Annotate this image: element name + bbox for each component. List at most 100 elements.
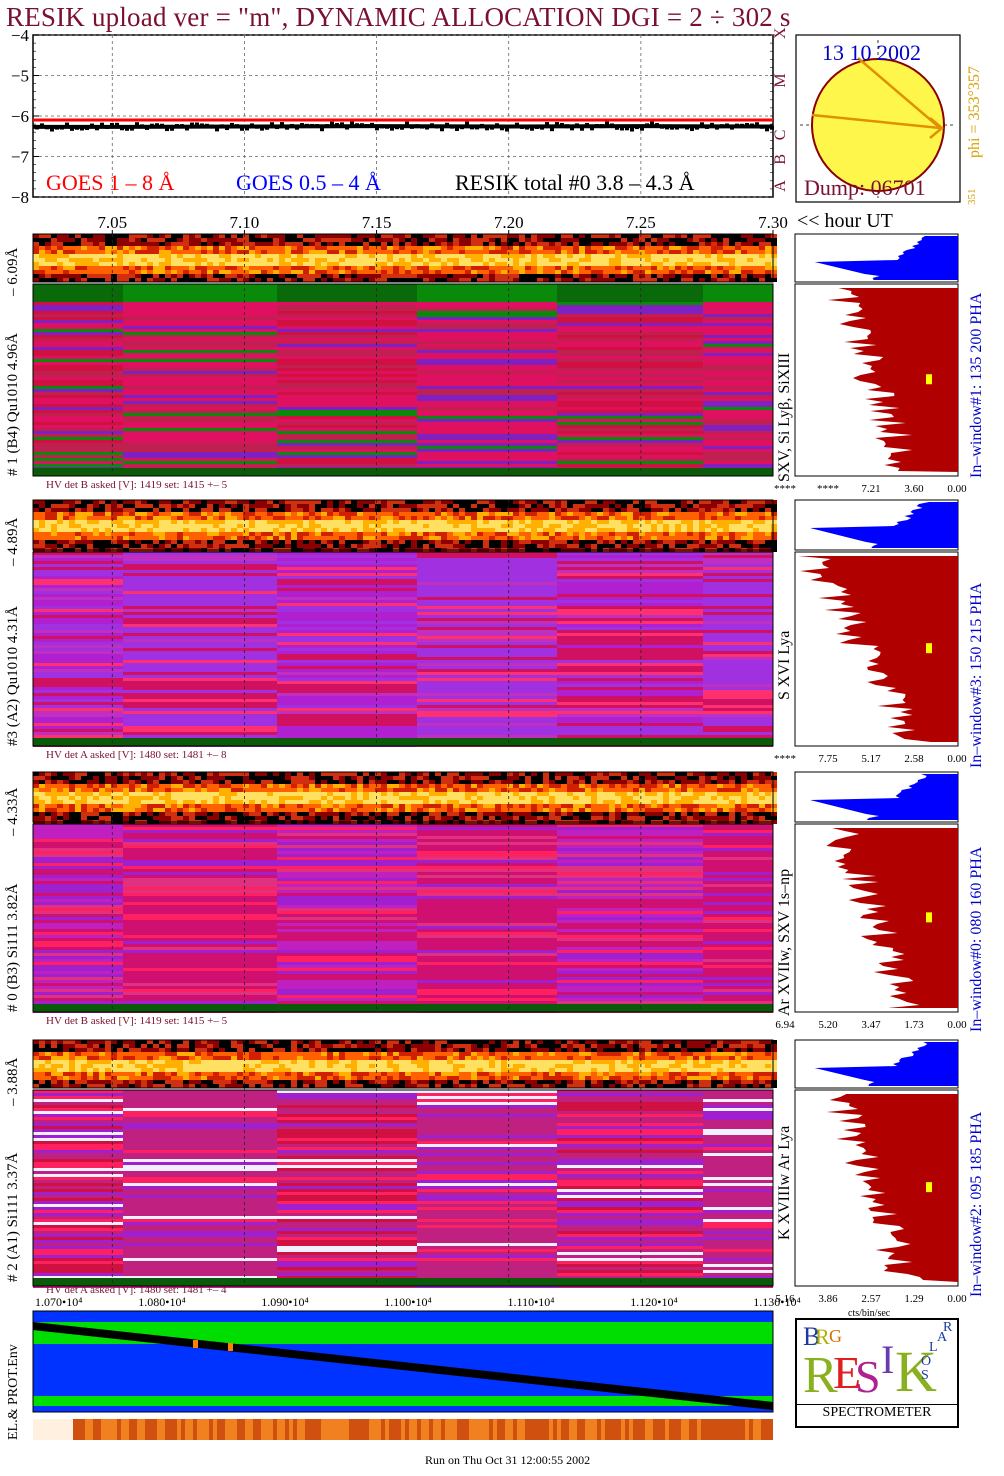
goes-class-letter: C: [772, 130, 789, 141]
channel-0-window-label: In–window#0: 080 160 PHA: [968, 846, 985, 1032]
resik-total-marker: [590, 126, 594, 131]
resik-total-marker: [385, 124, 389, 129]
spectrum-tick-label: 5.17: [861, 753, 881, 765]
goes-ytick-label: −7: [11, 148, 30, 167]
resik-total-marker: [115, 122, 119, 127]
spectrum-tick-label: 0.00: [947, 753, 967, 765]
goes-ytick-label: −6: [11, 107, 29, 126]
channel-2-stack-image: [33, 1090, 773, 1288]
resik-total-marker: [630, 127, 634, 132]
channel-2-hv-text: HV det A asked [V]: 1480 set: 1481 +– 4: [46, 1284, 227, 1296]
resik-total-marker: [180, 124, 184, 129]
envelope-marker: [228, 1343, 233, 1351]
logo-letter-r3: R: [943, 1320, 953, 1335]
envelope-band: [33, 1347, 773, 1395]
resik-total-marker: [315, 124, 319, 129]
resik-total-marker: [520, 124, 524, 129]
resik-total-marker: [260, 126, 264, 131]
goes-ytick-label: −5: [11, 67, 29, 86]
resik-total-marker: [425, 125, 429, 130]
channel-spectrum-marker: [926, 1182, 932, 1193]
resik-total-marker: [685, 125, 689, 130]
resik-total-marker: [480, 123, 484, 128]
envelope-band: [33, 1311, 773, 1317]
resik-total-marker: [510, 124, 514, 129]
resik-total-marker: [330, 121, 334, 126]
channel-1-stack-image: [33, 284, 773, 476]
time-tick-label: 7.10: [230, 213, 260, 232]
resik-total-marker: [755, 122, 759, 127]
resik-total-marker: [560, 122, 564, 127]
resik-total-marker: [675, 125, 679, 130]
goes-class-letter: B: [772, 154, 789, 165]
sun-arrowhead: [929, 117, 944, 139]
envelope-band: [33, 1396, 773, 1406]
resik-total-marker: [660, 124, 664, 129]
sun-disk: [811, 58, 945, 192]
resik-total-marker: [485, 126, 489, 131]
channel-3-line-label: S XVI Lya: [776, 630, 793, 700]
resik-total-marker: [255, 124, 259, 129]
channel-3-upper-label: – 4.89Å: [5, 517, 21, 566]
channel-pha-histogram: [814, 236, 958, 280]
resik-total-marker: [515, 122, 519, 127]
channel-spectrum-histogram: [826, 828, 958, 1008]
resik-total-marker: [770, 125, 774, 130]
resik-total-marker: [445, 122, 449, 127]
channel-2-image-texture: [33, 1040, 777, 1088]
resik-total-marker: [490, 125, 494, 130]
resik-total-marker: [300, 123, 304, 128]
spectrum-tick-label: 0.00: [947, 483, 967, 495]
channel-1-image-texture: [33, 234, 777, 282]
logo-letter-a: A: [937, 1330, 948, 1345]
resik-total-marker: [505, 127, 509, 132]
resik-total-marker: [500, 126, 504, 131]
channel-0-upper-label: – 4.33Å: [5, 787, 21, 836]
resik-total-marker: [740, 123, 744, 128]
time-tick-label: 7.20: [494, 213, 524, 232]
resik-total-marker: [55, 125, 59, 130]
resik-total-marker: [245, 126, 249, 131]
resik-total-marker: [595, 123, 599, 128]
resik-total-marker: [585, 122, 589, 127]
resik-total-marker: [195, 122, 199, 127]
resik-total-marker: [45, 125, 49, 130]
spectrum-tick-label: 3.60: [904, 483, 924, 495]
resik-total-marker: [215, 127, 219, 132]
channel-1-lower-label: # 1 (B4) Qu1010 4.96Å: [5, 333, 21, 476]
resik-total-marker: [580, 126, 584, 131]
channel-stack-bottom-band: [33, 1004, 773, 1012]
spectrum-tick-label: ****: [774, 753, 796, 765]
channel-spectrum-marker: [926, 643, 932, 654]
resik-total-marker: [95, 126, 99, 131]
resik-total-marker: [460, 125, 464, 130]
channel-0-lower-label: # 0 (B3) Si111 3.82Å: [5, 883, 21, 1012]
legend-goes-long: GOES 1 – 8 Å: [46, 170, 175, 195]
goes-ytick-label: −4: [11, 26, 30, 45]
resik-total-marker: [710, 122, 714, 127]
resik-total-marker: [230, 122, 234, 127]
spectrum-tick-label: ****: [774, 483, 796, 495]
logo-letter-b: B: [803, 1322, 821, 1351]
resik-total-marker: [670, 125, 674, 130]
goes-plot-frame: [32, 34, 774, 198]
resik-total-marker: [400, 125, 404, 130]
resik-total-marker: [270, 122, 274, 127]
resik-total-marker: [465, 121, 469, 126]
phi-label: phi = 353°357: [966, 66, 983, 158]
resik-total-marker: [750, 123, 754, 128]
channel-3-window-label: In–window#3: 150 215 PHA: [968, 582, 985, 768]
resik-total-marker: [120, 126, 124, 131]
resik-total-marker: [405, 121, 409, 126]
resik-total-marker: [705, 124, 709, 129]
resik-total-marker: [645, 123, 649, 128]
resik-total-marker: [450, 124, 454, 129]
resik-total-marker: [555, 122, 559, 127]
resik-total-marker: [290, 123, 294, 128]
channel-image-frame: [32, 1039, 774, 1089]
resik-total-marker: [85, 125, 89, 130]
resik-total-marker: [140, 124, 144, 129]
resik-total-marker: [680, 124, 684, 129]
